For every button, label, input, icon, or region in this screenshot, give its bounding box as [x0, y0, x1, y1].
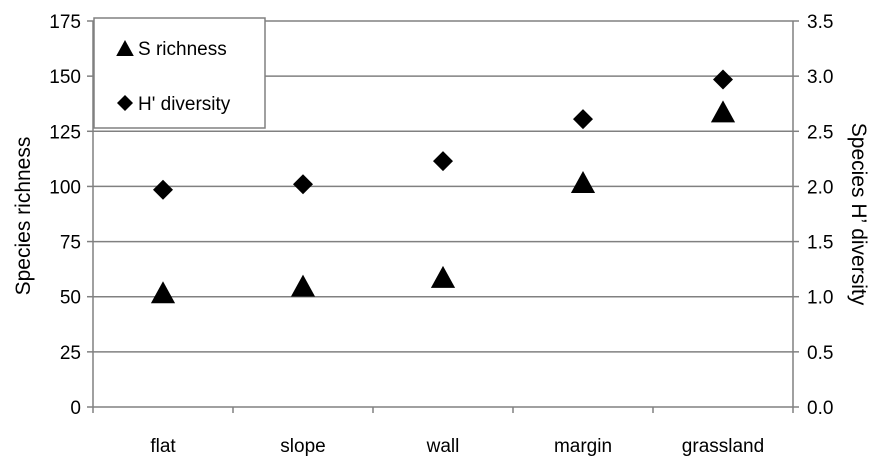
x-tick-label: grassland [682, 436, 764, 457]
legend: S richness H' diversity [93, 17, 266, 129]
left-axis-ticks: 0 25 50 75 100 125 150 175 [49, 12, 93, 419]
x-tick-label: slope [280, 436, 325, 457]
y2-tick-label: 2.5 [807, 122, 833, 143]
y2-tick-label: 0.0 [807, 398, 833, 419]
x-tick-label: wall [426, 436, 460, 457]
richness-point [710, 100, 736, 123]
right-axis-ticks: 0.0 0.5 1.0 1.5 2.0 2.5 3.0 3.5 [793, 12, 833, 419]
y2-axis-title: Species H’ diversity [847, 123, 870, 306]
y-tick-label: 0 [70, 398, 81, 419]
legend-box [93, 17, 266, 129]
diversity-point [713, 69, 733, 90]
axes [92, 21, 794, 408]
y2-tick-label: 0.5 [807, 343, 833, 364]
y-tick-label: 175 [49, 12, 81, 33]
diversity-point [573, 109, 593, 130]
data-marks [150, 69, 736, 304]
y-axis-title: Species richness [12, 137, 35, 296]
y-tick-label: 50 [60, 288, 81, 309]
richness-point [150, 281, 176, 304]
y-tick-label: 150 [49, 67, 81, 88]
y2-tick-label: 3.0 [807, 67, 833, 88]
richness-point [570, 171, 596, 194]
diversity-point [293, 174, 313, 195]
legend-label: S richness [138, 39, 227, 60]
y-tick-label: 100 [49, 177, 81, 198]
x-tick-label: margin [554, 436, 612, 457]
legend-triangle-marker [116, 40, 134, 56]
y-tick-label: 75 [60, 233, 81, 254]
diversity-point [433, 151, 453, 172]
y2-tick-label: 2.0 [807, 177, 833, 198]
x-tick-label: flat [150, 436, 176, 457]
richness-point [430, 265, 456, 288]
richness-point [290, 274, 316, 297]
y2-tick-label: 1.0 [807, 288, 833, 309]
y2-tick-label: 3.5 [807, 12, 833, 33]
diversity-point [153, 179, 173, 200]
y-tick-label: 25 [60, 343, 81, 364]
legend-label: H' diversity [138, 94, 231, 115]
y2-tick-label: 1.5 [807, 233, 833, 254]
x-axis-ticks: flat slope wall margin grassland [92, 407, 794, 457]
y-tick-label: 125 [49, 122, 81, 143]
legend-diamond-marker [117, 95, 133, 111]
